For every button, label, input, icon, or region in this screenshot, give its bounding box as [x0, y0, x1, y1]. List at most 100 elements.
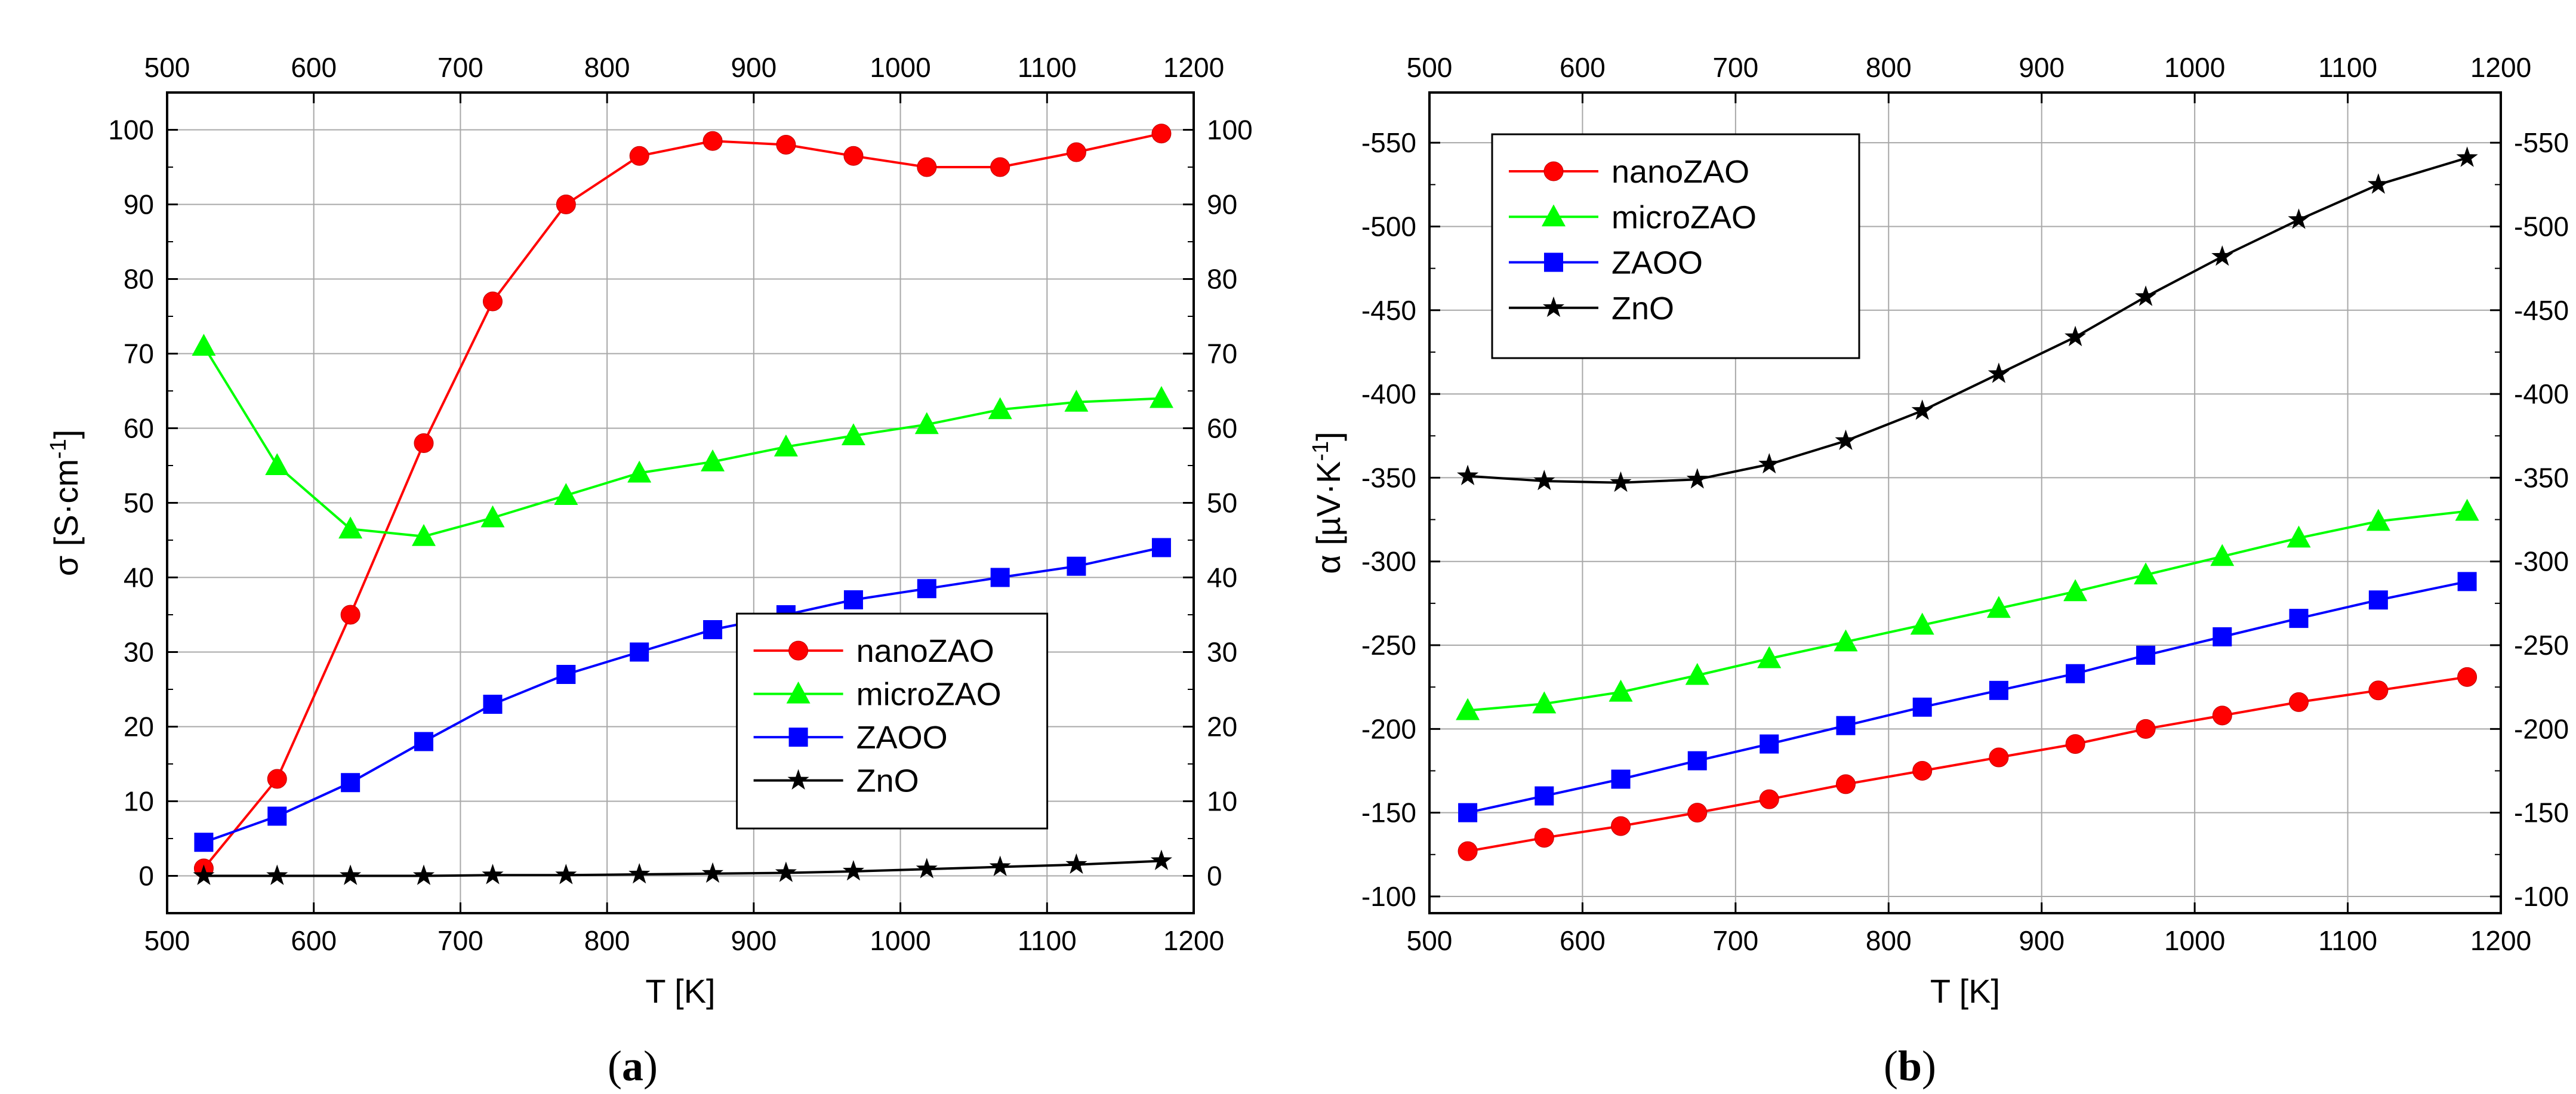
- y-tick-label: -500: [1361, 211, 1416, 242]
- data-point: [843, 590, 863, 609]
- legend-swatch-marker: [1543, 161, 1564, 181]
- legend-swatch-marker: [787, 769, 809, 790]
- y-tick-label: 40: [124, 562, 154, 593]
- legend: nanoZAO microZAO ZAOO ZnO: [736, 612, 1049, 830]
- y-axis-label-sup: -1: [46, 439, 71, 459]
- legend: nanoZAO microZAO ZAOO ZnO: [1491, 133, 1860, 359]
- data-point: [414, 433, 434, 453]
- series-line: [1467, 510, 2467, 712]
- y-axis-label-sup: -1: [1308, 441, 1333, 461]
- y-tick-label-right: -500: [2514, 211, 2569, 242]
- panel-label-letter: b: [1898, 1042, 1922, 1090]
- data-point: [1611, 816, 1631, 836]
- x-tick-label: 1000: [2164, 925, 2225, 956]
- y-axis-label: σ [S·cm-1]: [46, 430, 85, 577]
- x-axis-label: T [K]: [1930, 972, 2000, 1010]
- x-tick-label-top: 1200: [1163, 52, 1224, 83]
- data-point: [2211, 245, 2233, 266]
- y-tick-label: -550: [1361, 127, 1416, 158]
- legend-label: ZAOO: [856, 720, 948, 756]
- data-point: [990, 568, 1010, 587]
- data-point: [914, 412, 939, 434]
- y-tick-label: 20: [124, 711, 154, 742]
- data-point: [1836, 716, 1856, 735]
- x-tick-label-top: 900: [731, 52, 777, 83]
- y-tick-label: -400: [1361, 378, 1416, 409]
- x-tick-label: 1000: [870, 925, 930, 956]
- y-tick-label: 90: [124, 189, 154, 220]
- x-tick-label-top: 700: [437, 52, 483, 83]
- panel-label-open: (: [608, 1042, 622, 1090]
- y-axis-label: α [µV·K-1]: [1308, 432, 1347, 574]
- data-point: [1534, 786, 1554, 806]
- y-tick-label-right: 80: [1207, 264, 1237, 295]
- series-line: [204, 859, 1161, 877]
- y-tick-label: 10: [124, 786, 154, 817]
- x-tick-label: 1200: [2470, 925, 2531, 956]
- data-point: [2288, 208, 2310, 229]
- x-tick-label: 1200: [1163, 925, 1224, 956]
- data-point: [192, 334, 216, 356]
- data-point: [774, 434, 798, 457]
- data-point: [2210, 544, 2235, 566]
- panel-label-close: ): [1922, 1042, 1936, 1090]
- data-point: [2134, 562, 2158, 585]
- data-point: [482, 291, 503, 312]
- data-point: [554, 483, 578, 505]
- data-point: [340, 864, 362, 885]
- data-point: [412, 864, 435, 885]
- legend-label: ZAOO: [1611, 245, 1703, 281]
- x-tick-label-top: 500: [144, 52, 190, 83]
- y-tick-label-right: -350: [2514, 462, 2569, 493]
- x-tick-label: 1100: [2318, 925, 2377, 956]
- data-point: [988, 397, 1012, 420]
- panel-label-open: (: [1884, 1042, 1898, 1090]
- data-point: [842, 860, 864, 881]
- data-point: [1457, 464, 1479, 485]
- x-tick-label-top: 800: [584, 52, 630, 83]
- x-tick-label: 600: [291, 925, 337, 956]
- data-point: [1151, 538, 1171, 557]
- data-point: [2287, 525, 2311, 548]
- y-tick-label-right: -100: [2514, 881, 2569, 912]
- legend-label: microZAO: [1611, 199, 1757, 235]
- data-point: [193, 864, 215, 885]
- panel-label: (a): [608, 1042, 658, 1090]
- x-tick-label-top: 1200: [2470, 52, 2531, 83]
- data-point: [1758, 453, 1780, 474]
- data-point: [775, 861, 797, 882]
- data-point: [1910, 612, 1934, 635]
- data-point: [338, 516, 363, 539]
- data-point: [265, 453, 289, 475]
- y-tick-label-right: -150: [2514, 797, 2569, 828]
- data-point: [989, 855, 1011, 876]
- legend-label: ZnO: [1611, 291, 1674, 326]
- data-point: [2213, 627, 2232, 646]
- data-point: [341, 773, 360, 793]
- data-point: [1835, 429, 1857, 450]
- plot-frame: [1428, 91, 2502, 914]
- data-point: [1988, 362, 2010, 383]
- data-point: [843, 146, 864, 166]
- data-point: [1912, 760, 1933, 781]
- data-point: [267, 769, 287, 789]
- x-tick-label: 800: [584, 925, 630, 956]
- y-tick-label-right: -300: [2514, 546, 2569, 577]
- series-line: [1467, 676, 2467, 853]
- y-tick-label-right: -450: [2514, 295, 2569, 326]
- y-tick-label-right: 100: [1207, 115, 1253, 146]
- legend-swatch-marker: [786, 681, 811, 704]
- data-point: [990, 157, 1010, 177]
- data-point: [1687, 803, 1708, 823]
- series-nanoZAO: [1458, 667, 2478, 861]
- data-point: [1065, 853, 1087, 874]
- x-tick-label-top: 800: [1866, 52, 1912, 83]
- legend-swatch-marker: [788, 728, 808, 747]
- chart-b: 500 500 600 600 700 700 800 800 900 900 1000 1000 11…: [1308, 52, 2569, 1090]
- data-point: [2367, 173, 2389, 194]
- data-point: [1066, 142, 1086, 162]
- x-tick-label-top: 600: [1560, 52, 1606, 83]
- legend-swatch-marker: [1544, 252, 1563, 272]
- data-point: [555, 864, 577, 885]
- legend-swatch-marker: [1542, 204, 1566, 227]
